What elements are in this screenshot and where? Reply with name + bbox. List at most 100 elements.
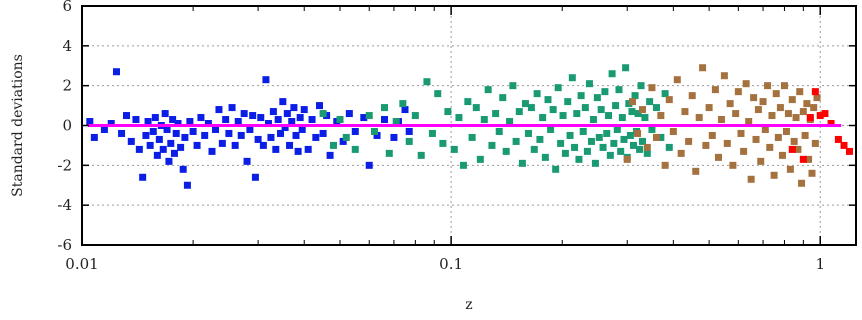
- data-point: [768, 112, 776, 120]
- data-point: [163, 125, 171, 133]
- data-point: [272, 145, 280, 153]
- data-point: [711, 86, 719, 94]
- data-point: [405, 137, 413, 145]
- data-point: [249, 112, 257, 120]
- data-point: [631, 92, 639, 100]
- data-point: [428, 129, 436, 137]
- data-point: [810, 104, 818, 112]
- data-point: [155, 135, 163, 143]
- data-point: [737, 129, 745, 137]
- y-axis-label: Standard deviations: [10, 54, 26, 197]
- data-point: [373, 131, 381, 139]
- data-point: [399, 100, 407, 108]
- data-point: [390, 133, 398, 141]
- data-point: [172, 129, 180, 137]
- data-point: [294, 147, 302, 155]
- data-point: [652, 133, 660, 141]
- data-point: [267, 133, 275, 141]
- data-point: [665, 143, 673, 151]
- data-point: [587, 137, 595, 145]
- data-point: [585, 80, 593, 88]
- data-point: [283, 110, 291, 118]
- data-point: [688, 92, 696, 100]
- data-point: [780, 82, 788, 90]
- data-point: [641, 114, 649, 122]
- data-point: [127, 137, 135, 145]
- data-point: [634, 129, 642, 137]
- data-point: [316, 102, 324, 110]
- data-point: [459, 161, 467, 169]
- data-point: [231, 141, 239, 149]
- data-point: [169, 116, 177, 124]
- data-point: [201, 131, 209, 139]
- data-point: [788, 96, 796, 104]
- data-point: [747, 175, 755, 183]
- data-point: [222, 116, 230, 124]
- data-point: [329, 141, 337, 149]
- data-point: [618, 114, 626, 122]
- data-point: [622, 64, 630, 72]
- data-point: [215, 106, 223, 114]
- data-point: [274, 116, 282, 124]
- data-point: [165, 157, 173, 165]
- data-point: [745, 118, 753, 126]
- data-point: [336, 116, 344, 124]
- data-point: [717, 116, 725, 124]
- data-point: [840, 141, 848, 149]
- data-point: [312, 133, 320, 141]
- data-point: [151, 114, 159, 122]
- data-point: [778, 151, 786, 159]
- data-point: [643, 149, 651, 157]
- data-point: [557, 139, 565, 147]
- data-point: [339, 137, 347, 145]
- data-point: [300, 106, 308, 114]
- data-point: [495, 127, 503, 135]
- data-point: [613, 125, 621, 133]
- data-point: [593, 94, 601, 102]
- data-point: [264, 120, 272, 128]
- data-point: [179, 165, 187, 173]
- data-point: [370, 127, 378, 135]
- data-point: [720, 72, 728, 80]
- data-point: [702, 141, 710, 149]
- data-point: [695, 114, 703, 122]
- data-point: [811, 139, 819, 147]
- data-point: [450, 145, 458, 153]
- data-point: [153, 151, 161, 159]
- data-point: [480, 116, 488, 124]
- data-point: [764, 82, 772, 90]
- data-point: [326, 151, 334, 159]
- y-tick-label: 0: [62, 117, 72, 135]
- data-point: [726, 100, 734, 108]
- data-point: [472, 104, 480, 112]
- data-point: [549, 106, 557, 114]
- data-point: [648, 84, 656, 92]
- data-point: [132, 116, 140, 124]
- data-point: [811, 88, 819, 96]
- data-point: [144, 118, 152, 126]
- data-point: [643, 143, 651, 151]
- data-point: [411, 112, 419, 120]
- data-point: [770, 171, 778, 179]
- data-point: [167, 139, 175, 147]
- data-point: [750, 94, 758, 102]
- data-point: [657, 133, 665, 141]
- data-point: [174, 120, 182, 128]
- data-point: [279, 98, 287, 106]
- data-point: [794, 145, 802, 153]
- data-point: [772, 90, 780, 98]
- data-point: [639, 137, 647, 145]
- data-point: [146, 141, 154, 149]
- data-point: [86, 118, 94, 126]
- data-point: [455, 114, 463, 122]
- data-point: [488, 141, 496, 149]
- data-point: [571, 143, 579, 151]
- data-point: [149, 127, 157, 135]
- data-point: [816, 112, 824, 120]
- data-point: [799, 108, 807, 116]
- data-point: [360, 114, 368, 122]
- data-point: [652, 104, 660, 112]
- data-point: [444, 108, 452, 116]
- data-point: [708, 131, 716, 139]
